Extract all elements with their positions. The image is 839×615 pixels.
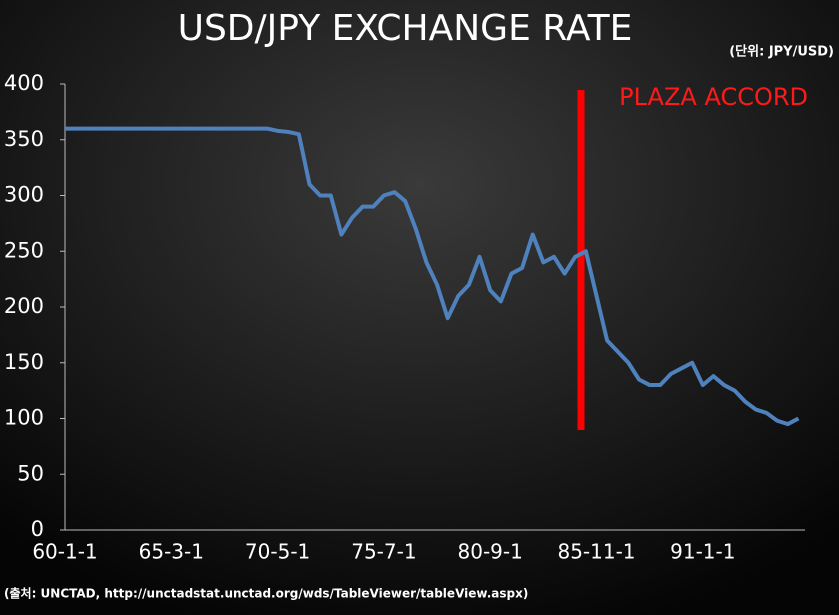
chart-title: USD/JPY EXCHANGE RATE bbox=[178, 8, 633, 49]
y-tick-label: 400 bbox=[4, 71, 44, 95]
y-tick-label: 50 bbox=[17, 461, 44, 485]
unit-label: (단위: JPY/USD) bbox=[729, 44, 834, 60]
source: (출처: UNCTAD, http://unctadstat.unctad.or… bbox=[4, 586, 528, 601]
x-tick-label: 91-1-1 bbox=[670, 540, 735, 564]
x-tick-label: 85-11-1 bbox=[557, 540, 635, 564]
y-tick-label: 200 bbox=[4, 294, 44, 318]
y-tick-label: 150 bbox=[4, 350, 44, 374]
x-tick-label: 75-7-1 bbox=[351, 540, 416, 564]
y-tick-label: 350 bbox=[4, 127, 44, 151]
x-tick-label: 80-9-1 bbox=[458, 540, 523, 564]
annotation: PLAZA ACCORD bbox=[619, 83, 808, 111]
y-tick-label: 250 bbox=[4, 238, 44, 262]
y-tick-label: 0 bbox=[31, 517, 44, 541]
x-tick-label: 60-1-1 bbox=[32, 540, 97, 564]
x-tick-label: 65-3-1 bbox=[139, 540, 204, 564]
x-tick-label: 70-5-1 bbox=[245, 540, 310, 564]
y-tick-label: 300 bbox=[4, 183, 44, 207]
y-tick-label: 100 bbox=[4, 406, 44, 430]
line-series bbox=[65, 126, 800, 427]
